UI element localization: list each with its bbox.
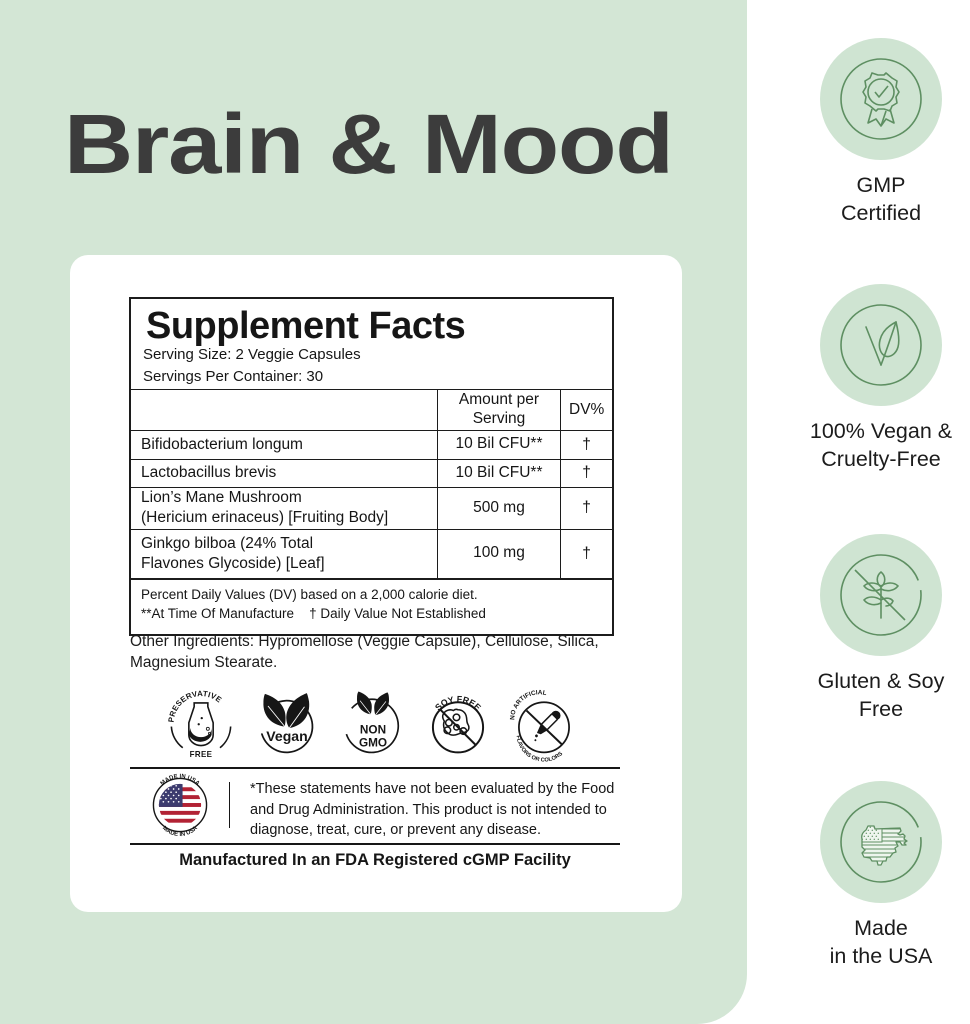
- svg-text:FREE: FREE: [189, 750, 212, 759]
- svg-text:NO ARTIFICIAL: NO ARTIFICIAL: [510, 689, 548, 720]
- svg-text:GMO: GMO: [358, 736, 386, 749]
- svg-text:Vegan: Vegan: [266, 728, 307, 744]
- svg-text:NON: NON: [359, 723, 385, 736]
